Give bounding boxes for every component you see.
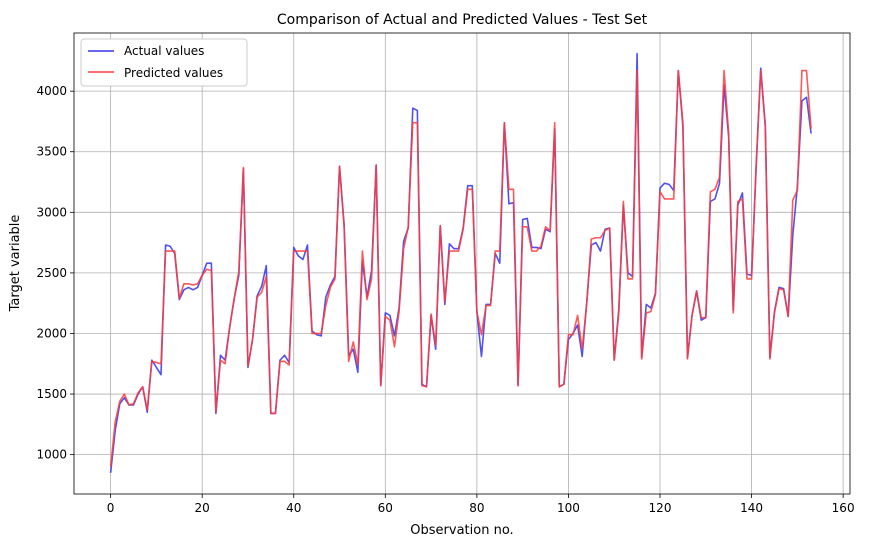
y-axis-ticks: 1000 1500 2000 2500 3000 3500 4000 bbox=[36, 84, 74, 462]
y-tick-label: 2000 bbox=[36, 326, 67, 340]
y-tick-label: 3000 bbox=[36, 205, 67, 219]
x-tick-label: 40 bbox=[286, 501, 301, 515]
series-line-predicted bbox=[109, 69, 812, 467]
legend-box bbox=[80, 38, 248, 87]
legend: Actual values Predicted values bbox=[80, 38, 248, 87]
x-tick-label: 80 bbox=[469, 501, 484, 515]
series-lines bbox=[109, 52, 812, 473]
x-tick-label: 60 bbox=[378, 501, 393, 515]
chart-title: Comparison of Actual and Predicted Value… bbox=[277, 12, 648, 28]
x-axis-ticks: 0 20 40 60 80 100 120 140 160 bbox=[107, 494, 855, 515]
x-tick-label: 120 bbox=[649, 501, 672, 515]
y-axis-label: Target variable bbox=[8, 215, 23, 313]
x-tick-label: 20 bbox=[195, 501, 210, 515]
x-axis-label: Observation no. bbox=[410, 523, 513, 538]
y-tick-label: 1000 bbox=[36, 448, 67, 462]
y-tick-label: 3500 bbox=[36, 145, 67, 159]
plot-frame bbox=[73, 32, 851, 495]
y-tick-label: 4000 bbox=[36, 84, 67, 98]
x-tick-label: 100 bbox=[557, 501, 580, 515]
legend-label-predicted: Predicted values bbox=[124, 66, 223, 80]
x-tick-label: 160 bbox=[832, 501, 855, 515]
x-tick-label: 140 bbox=[740, 501, 763, 515]
legend-label-actual: Actual values bbox=[124, 44, 204, 58]
y-tick-label: 2500 bbox=[36, 266, 67, 280]
plot-area bbox=[74, 33, 850, 494]
x-tick-label: 0 bbox=[107, 501, 115, 515]
gridlines bbox=[74, 33, 850, 494]
y-tick-label: 1500 bbox=[36, 387, 67, 401]
